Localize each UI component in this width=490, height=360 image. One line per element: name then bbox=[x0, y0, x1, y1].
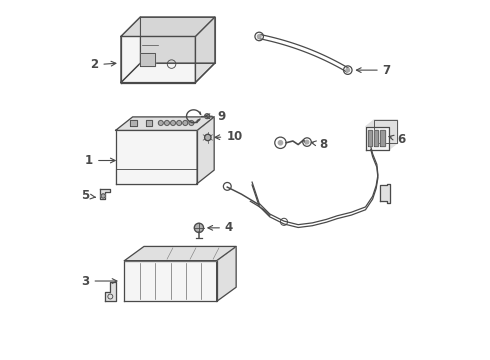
Polygon shape bbox=[196, 17, 215, 82]
Polygon shape bbox=[380, 184, 391, 203]
Text: 4: 4 bbox=[208, 221, 233, 234]
Polygon shape bbox=[121, 36, 196, 82]
Text: 7: 7 bbox=[356, 64, 391, 77]
Polygon shape bbox=[116, 117, 214, 130]
Text: 10: 10 bbox=[215, 130, 243, 143]
Polygon shape bbox=[116, 168, 197, 184]
Polygon shape bbox=[130, 120, 137, 126]
Circle shape bbox=[183, 121, 188, 125]
Circle shape bbox=[189, 121, 194, 125]
Text: 9: 9 bbox=[205, 110, 226, 123]
Circle shape bbox=[205, 134, 211, 141]
Polygon shape bbox=[105, 282, 116, 301]
Polygon shape bbox=[141, 17, 215, 63]
Polygon shape bbox=[374, 130, 378, 146]
Polygon shape bbox=[380, 130, 385, 146]
Circle shape bbox=[177, 121, 182, 125]
Circle shape bbox=[165, 121, 170, 125]
Circle shape bbox=[158, 121, 163, 125]
Polygon shape bbox=[389, 120, 397, 150]
Polygon shape bbox=[366, 127, 389, 150]
Polygon shape bbox=[368, 130, 372, 146]
Circle shape bbox=[171, 121, 175, 125]
Circle shape bbox=[101, 194, 105, 198]
Polygon shape bbox=[124, 261, 217, 301]
Polygon shape bbox=[121, 63, 215, 82]
Polygon shape bbox=[197, 117, 214, 184]
Polygon shape bbox=[121, 17, 215, 36]
Text: 1: 1 bbox=[85, 154, 115, 167]
Circle shape bbox=[205, 114, 210, 119]
Polygon shape bbox=[366, 120, 397, 127]
Text: 5: 5 bbox=[81, 189, 96, 202]
Circle shape bbox=[278, 141, 283, 145]
Text: 2: 2 bbox=[90, 58, 116, 71]
Text: 8: 8 bbox=[311, 138, 327, 151]
Circle shape bbox=[346, 68, 349, 72]
Polygon shape bbox=[99, 189, 110, 199]
Polygon shape bbox=[121, 17, 141, 82]
Polygon shape bbox=[217, 247, 236, 301]
Text: 6: 6 bbox=[389, 133, 405, 146]
Text: 3: 3 bbox=[81, 275, 117, 288]
Polygon shape bbox=[116, 130, 197, 184]
Polygon shape bbox=[374, 120, 397, 143]
Circle shape bbox=[195, 223, 203, 233]
Polygon shape bbox=[141, 53, 155, 66]
Polygon shape bbox=[124, 247, 236, 261]
Circle shape bbox=[305, 140, 309, 144]
Circle shape bbox=[257, 35, 261, 38]
Polygon shape bbox=[146, 120, 152, 126]
